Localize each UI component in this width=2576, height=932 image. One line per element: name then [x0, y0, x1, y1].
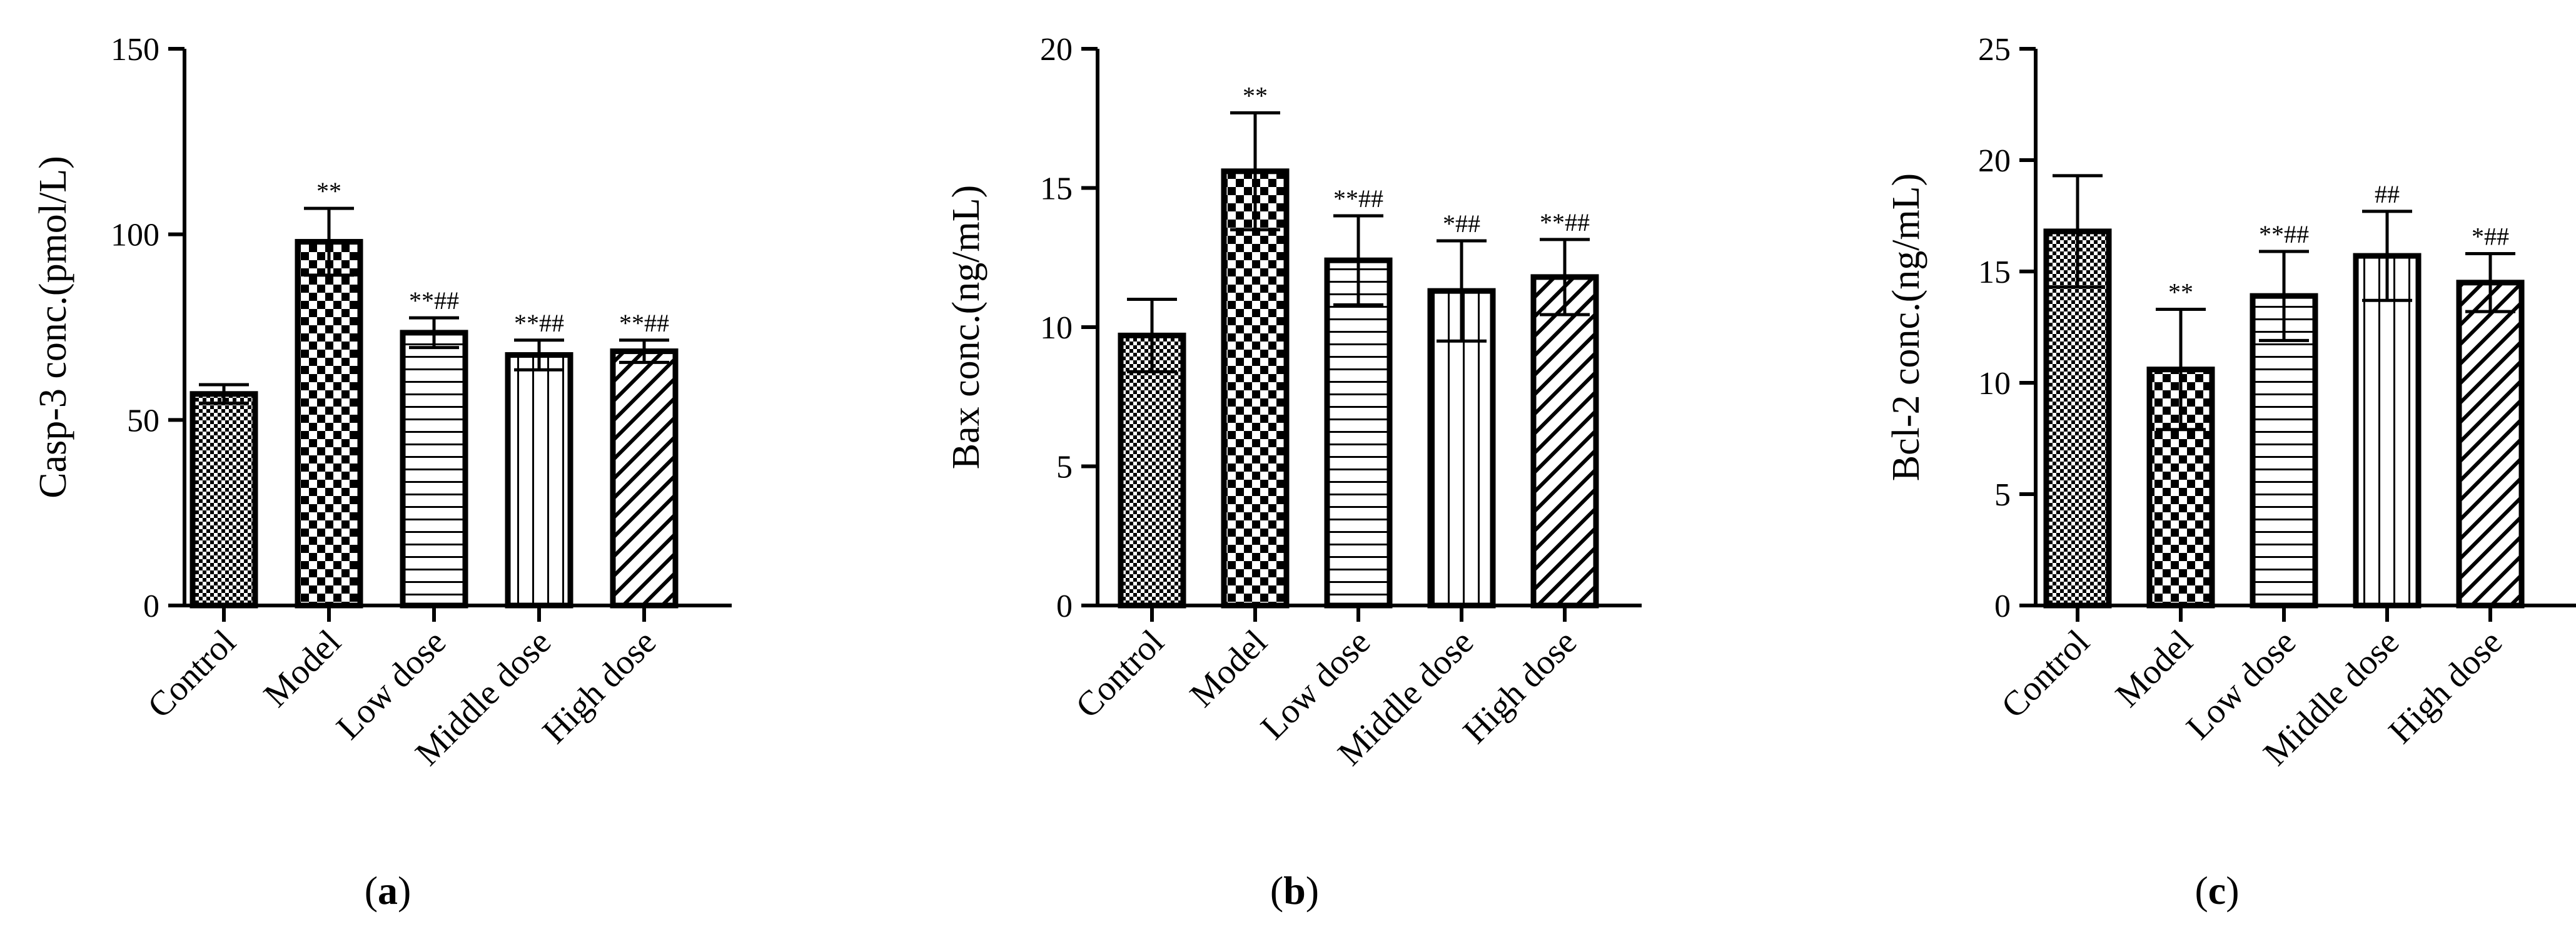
chart-panel-c: Control**Model**##Low dose##Middle dose*… — [1885, 32, 2576, 913]
category-label-b-4: High dose — [1456, 622, 1585, 751]
significance-label-c-3: ## — [2375, 180, 2400, 208]
significance-label-b-1: ** — [1243, 81, 1268, 109]
significance-label-a-2: **## — [409, 286, 459, 315]
bars-a: Control**Model**##Low dose**##Middle dos… — [140, 177, 679, 773]
category-label-a-4: High dose — [535, 622, 664, 751]
category-label-a-1: Model — [256, 622, 348, 714]
y-tick-label-b-4: 20 — [1040, 32, 1073, 68]
bar-a-2 — [400, 330, 468, 609]
bar-a-0 — [189, 391, 258, 609]
significance-label-a-1: ** — [316, 177, 341, 205]
y-ticks-b: 0 5 10 15 20 — [1040, 32, 1098, 624]
chart-panel-b: Control**Model**##Low dose*##Middle dose… — [945, 32, 1642, 913]
significance-label-a-4: **## — [619, 309, 669, 337]
significance-label-b-4: **## — [1540, 208, 1590, 236]
chart-panel-a: Control**Model**##Low dose**##Middle dos… — [32, 32, 732, 913]
bars-b: Control**Model**##Low dose*##Middle dose… — [1068, 81, 1599, 773]
y-tick-label-a-0: 0 — [143, 589, 159, 624]
significance-label-c-4: *## — [2472, 223, 2509, 251]
y-axis-title-b: Bax conc.(ng/mL) — [945, 185, 987, 470]
y-ticks-c: 0 5 10 15 20 25 — [1978, 32, 2036, 624]
y-axis-title-c: Bcl-2 conc.(ng/mL) — [1885, 173, 1927, 481]
significance-label-c-1: ** — [2168, 278, 2193, 306]
bar-b-4 — [1530, 274, 1599, 609]
y-tick-label-c-5: 25 — [1978, 32, 2011, 68]
bar-a-4 — [610, 348, 679, 609]
bar-b-0 — [1118, 332, 1186, 609]
y-tick-label-b-3: 15 — [1040, 171, 1073, 207]
y-tick-label-c-3: 15 — [1978, 255, 2011, 290]
y-axis-title-a: Casp-3 conc.(pmol/L) — [32, 156, 74, 499]
significance-label-b-3: *## — [1443, 210, 1480, 238]
y-tick-label-c-2: 10 — [1978, 366, 2011, 402]
category-label-b-0: Control — [1068, 622, 1171, 726]
category-label-c-1: Model — [2108, 622, 2200, 714]
y-ticks-a: 0 50 100 150 — [111, 32, 184, 624]
y-tick-label-b-1: 5 — [1056, 450, 1073, 485]
bar-b-3 — [1427, 288, 1496, 609]
category-label-a-0: Control — [140, 622, 243, 726]
category-label-c-4: High dose — [2382, 622, 2510, 751]
significance-label-b-2: **## — [1333, 185, 1383, 213]
bar-b-2 — [1324, 257, 1393, 609]
bar-c-0 — [2043, 228, 2112, 609]
bar-b-1 — [1221, 168, 1290, 609]
y-tick-label-a-3: 150 — [111, 32, 159, 68]
y-tick-label-b-0: 0 — [1056, 589, 1073, 624]
panel-label-a: (a) — [365, 868, 412, 913]
y-tick-label-c-4: 20 — [1978, 143, 2011, 179]
y-tick-label-c-0: 0 — [1994, 589, 2011, 624]
category-label-c-0: Control — [1994, 622, 2097, 726]
y-tick-label-b-2: 10 — [1040, 310, 1073, 346]
bar-c-2 — [2250, 293, 2318, 609]
bar-a-3 — [505, 352, 573, 609]
y-tick-label-a-2: 100 — [111, 218, 159, 253]
y-tick-label-c-1: 5 — [1994, 477, 2011, 513]
panel-label-c: (c) — [2195, 868, 2239, 913]
bar-c-4 — [2456, 280, 2525, 609]
significance-label-a-3: **## — [514, 309, 564, 337]
significance-label-c-2: **## — [2259, 220, 2309, 248]
bars-c: Control**Model**##Low dose##Middle dose*… — [1994, 174, 2525, 773]
bar-c-3 — [2353, 253, 2422, 609]
bar-a-1 — [295, 239, 363, 609]
category-label-b-1: Model — [1183, 622, 1275, 714]
y-tick-label-a-1: 50 — [127, 403, 159, 438]
panel-label-b: (b) — [1270, 868, 1319, 913]
